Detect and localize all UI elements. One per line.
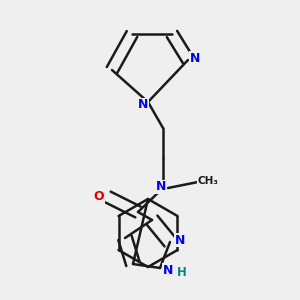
- Text: N: N: [156, 181, 166, 194]
- Text: O: O: [94, 190, 104, 203]
- Text: N: N: [138, 98, 148, 112]
- Text: N: N: [163, 263, 173, 277]
- Text: N: N: [190, 52, 200, 64]
- Text: N: N: [175, 233, 185, 247]
- Text: H: H: [177, 266, 187, 280]
- Text: CH₃: CH₃: [197, 176, 218, 186]
